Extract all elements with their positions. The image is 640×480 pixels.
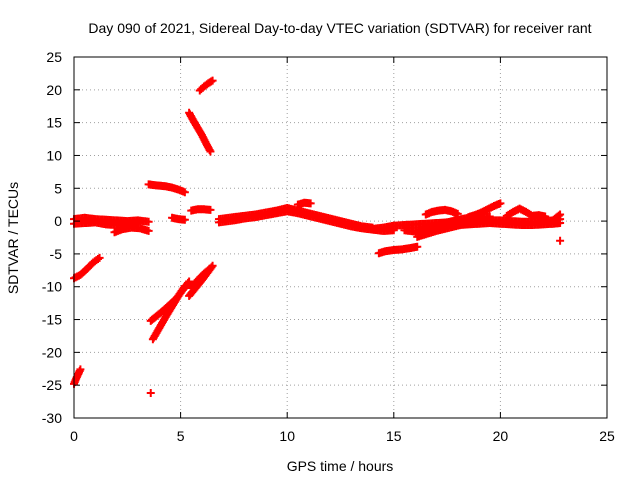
plot-frame [73, 56, 608, 419]
x-tick-label: 25 [599, 428, 615, 444]
axis-ticks: 0 5 10 15 20 25 -30 -25 -20 -15 -10 -5 0 5 10 15 20 25 [42, 49, 615, 444]
x-axis-label: GPS time / hours [287, 458, 394, 474]
y-axis-label: SDTVAR / TECUs [5, 182, 21, 294]
data-point [206, 205, 215, 214]
y-tick-label: -20 [42, 344, 62, 360]
y-tick-label: -10 [42, 279, 62, 295]
y-tick-label: -5 [50, 246, 63, 262]
y-tick-label: 20 [46, 82, 62, 98]
y-tick-label: 0 [54, 213, 62, 229]
data-point [453, 209, 462, 218]
data-point [146, 389, 155, 398]
x-tick-label: 15 [386, 428, 402, 444]
data-point [496, 199, 505, 208]
data-point [180, 188, 189, 197]
data-point [208, 76, 217, 85]
x-tick-label: 5 [177, 428, 185, 444]
data-point [306, 199, 315, 208]
data-point [413, 242, 422, 251]
x-tick-label: 10 [279, 428, 295, 444]
data-point [485, 212, 494, 221]
data-point [556, 219, 565, 228]
y-tick-label: 10 [46, 147, 62, 163]
y-tick-label: 15 [46, 115, 62, 131]
data-point [556, 210, 565, 219]
data-point [180, 215, 189, 224]
data-point [554, 211, 563, 220]
data-point [206, 147, 215, 156]
data-point [93, 254, 102, 263]
data-point [541, 212, 550, 221]
data-point [184, 278, 193, 287]
y-tick-label: -30 [42, 410, 62, 426]
data-point [185, 277, 194, 286]
x-tick-label: 0 [70, 428, 78, 444]
data-point [144, 217, 153, 226]
data-point [205, 265, 214, 274]
data-point [556, 236, 565, 245]
y-tick-label: -15 [42, 312, 62, 328]
chart-title: Day 090 of 2021, Sidereal Day-to-day VTE… [88, 20, 591, 36]
data-points [70, 76, 565, 398]
y-tick-label: 25 [46, 49, 62, 65]
data-point [76, 365, 85, 374]
x-tick-label: 20 [493, 428, 509, 444]
y-tick-label: -25 [42, 377, 62, 393]
data-point [95, 253, 104, 262]
data-point [206, 264, 215, 273]
data-point [144, 226, 153, 235]
y-tick-label: 5 [54, 180, 62, 196]
